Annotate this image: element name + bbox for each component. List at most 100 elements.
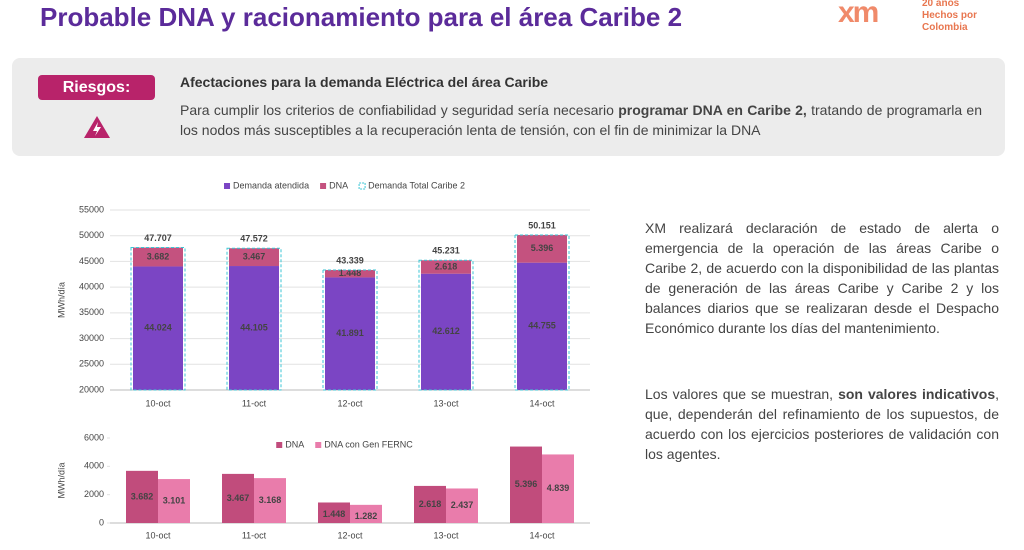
- warning-icon: [84, 116, 110, 138]
- risk-body: Para cumplir los criterios de confiabili…: [180, 100, 982, 140]
- value-label: 44.755: [528, 321, 556, 331]
- value-label: 1.282: [355, 511, 378, 521]
- value-label: 44.105: [240, 322, 268, 332]
- y-axis-label: MWh/día: [56, 282, 66, 318]
- bar: [158, 479, 190, 523]
- bar-segment: [133, 266, 183, 390]
- total-label: 45.231: [432, 246, 460, 256]
- legend-marker: [276, 442, 283, 448]
- risk-box: Riesgos: Afectaciones para la demanda El…: [12, 58, 1005, 156]
- total-outline: [322, 269, 378, 391]
- total-label: 47.572: [240, 234, 268, 244]
- x-tick-label: 13-oct: [433, 398, 459, 408]
- x-tick-label: 12-oct: [337, 398, 363, 408]
- value-label: 5.396: [531, 243, 554, 253]
- value-label: 2.618: [419, 499, 442, 509]
- bar: [350, 504, 382, 523]
- y-axis-label: MWh/día: [56, 462, 66, 498]
- value-label: 3.168: [259, 495, 282, 505]
- y-tick-label: 6000: [84, 432, 104, 442]
- value-label: 5.396: [515, 479, 538, 489]
- value-label: 2.618: [435, 261, 458, 271]
- y-tick-label: 0: [99, 517, 104, 527]
- risk-heading: Afectaciones para la demanda Eléctrica d…: [180, 74, 549, 90]
- value-label: 3.467: [243, 251, 266, 261]
- x-tick-label: 11-oct: [242, 530, 267, 540]
- y-tick-label: 4000: [84, 461, 104, 471]
- y-tick-label: 2000: [84, 489, 104, 499]
- bar: [510, 446, 542, 523]
- x-tick-label: 10-oct: [145, 530, 171, 540]
- total-outline: [514, 234, 570, 391]
- value-label: 44.024: [144, 323, 172, 333]
- bar-segment: [421, 260, 471, 274]
- y-tick-label: 35000: [79, 307, 104, 317]
- value-label: 3.682: [147, 251, 170, 261]
- legend-label: Demanda Total Caribe 2: [368, 180, 465, 190]
- legend-marker: [315, 442, 322, 448]
- y-tick-label: 55000: [79, 204, 104, 214]
- value-label: 3.682: [131, 491, 154, 501]
- x-tick-label: 10-oct: [145, 398, 171, 408]
- legend-marker: [358, 182, 366, 190]
- bar: [318, 502, 350, 523]
- bold-text: son valores indicativos: [838, 386, 996, 402]
- x-tick-label: 13-oct: [433, 530, 459, 540]
- bar-segment: [325, 277, 375, 390]
- value-label: 4.839: [547, 483, 570, 493]
- value-label: 42.612: [432, 326, 460, 336]
- bar-segment: [133, 247, 183, 267]
- text: Los valores que se muestran,: [645, 386, 839, 402]
- value-label: 1.448: [323, 509, 346, 519]
- total-label: 47.707: [144, 233, 172, 243]
- bar-segment: [325, 269, 375, 278]
- text: , que, dependerán del refinamiento de lo…: [645, 386, 999, 462]
- total-outline: [226, 247, 282, 391]
- bar: [414, 485, 446, 523]
- bar: [126, 470, 158, 523]
- bar-segment: [421, 273, 471, 390]
- text: Para cumplir los criterios de confiabili…: [180, 102, 619, 118]
- value-label: 3.101: [163, 495, 186, 505]
- bar-segment: [229, 248, 279, 267]
- legend-label: DNA: [329, 180, 348, 190]
- legend-label: DNA: [285, 439, 304, 449]
- value-label: 1.448: [339, 268, 362, 278]
- total-outline: [418, 259, 474, 391]
- bar: [542, 454, 574, 523]
- value-label: 3.467: [227, 493, 250, 503]
- bar-segment: [517, 262, 567, 390]
- value-label: 2.437: [451, 500, 474, 510]
- logo-text: 20 años Hechos por Colombia: [922, 0, 1024, 34]
- value-label: 41.891: [336, 328, 364, 338]
- logo-line: 20 años: [922, 0, 960, 9]
- y-tick-label: 40000: [79, 282, 104, 292]
- y-tick-label: 45000: [79, 256, 104, 266]
- legend-label: Demanda atendida: [233, 180, 309, 190]
- y-tick-label: 20000: [79, 384, 104, 394]
- bold-text: programar DNA en Caribe 2,: [618, 102, 807, 118]
- legend-marker: [320, 183, 327, 189]
- text: tratando de programarla en los nodos más…: [180, 102, 982, 138]
- total-label: 43.339: [336, 255, 364, 265]
- legend-label: DNA con Gen FERNC: [324, 439, 413, 449]
- bar: [222, 473, 254, 523]
- total-label: 50.151: [528, 220, 556, 230]
- total-outline: [130, 247, 186, 391]
- note: XM realizará declaración de estado de al…: [645, 220, 999, 336]
- bar: [254, 478, 286, 523]
- note: Los valores que se muestran, son valores…: [645, 384, 999, 464]
- risk-tag: Riesgos:: [38, 75, 155, 100]
- bar-segment: [517, 234, 567, 263]
- bar-segment: [229, 266, 279, 390]
- logo: xm: [838, 0, 879, 29]
- y-tick-label: 25000: [79, 359, 104, 369]
- y-tick-label: 50000: [79, 230, 104, 240]
- bar: [446, 488, 478, 523]
- x-tick-label: 14-oct: [529, 398, 555, 408]
- x-tick-label: 11-oct: [242, 398, 267, 408]
- x-tick-label: 14-oct: [529, 530, 555, 540]
- x-tick-label: 12-oct: [337, 530, 363, 540]
- logo-line: Hechos por Colombia: [922, 10, 978, 33]
